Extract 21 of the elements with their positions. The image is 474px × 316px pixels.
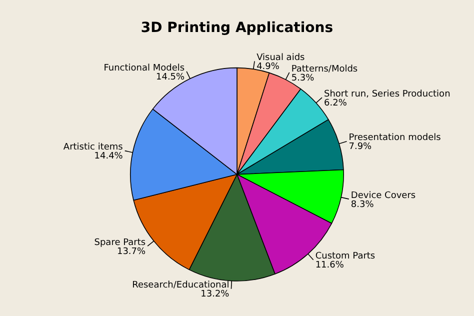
data-label: 11.6% xyxy=(315,260,344,271)
data-label: 13.7% xyxy=(116,246,146,257)
slice-label: Presentation models xyxy=(348,133,442,144)
data-label: 5.3% xyxy=(291,73,315,84)
data-label: 14.4% xyxy=(94,152,124,162)
slice-label: Functional Models xyxy=(104,63,185,74)
data-label: 8.3% xyxy=(350,200,374,210)
data-label: 7.9% xyxy=(348,142,372,152)
slice-label: Artistic items xyxy=(63,142,124,153)
slice-label: Research/Educational xyxy=(132,280,230,291)
slice-label: Patterns/Molds xyxy=(291,64,358,74)
chart-title: 3D Printing Applications xyxy=(140,20,334,36)
slice-label: Short run, Series Production xyxy=(324,89,450,100)
slice-label: Device Covers xyxy=(350,190,416,201)
data-label: 13.2% xyxy=(200,290,230,300)
data-label: 4.9% xyxy=(256,62,280,72)
slice-label: Visual aids xyxy=(256,53,306,63)
slice-label: Spare Parts xyxy=(94,238,146,248)
slice-label: Custom Parts xyxy=(315,252,376,262)
data-label: 6.2% xyxy=(324,98,348,108)
data-label: 14.5% xyxy=(156,72,186,82)
